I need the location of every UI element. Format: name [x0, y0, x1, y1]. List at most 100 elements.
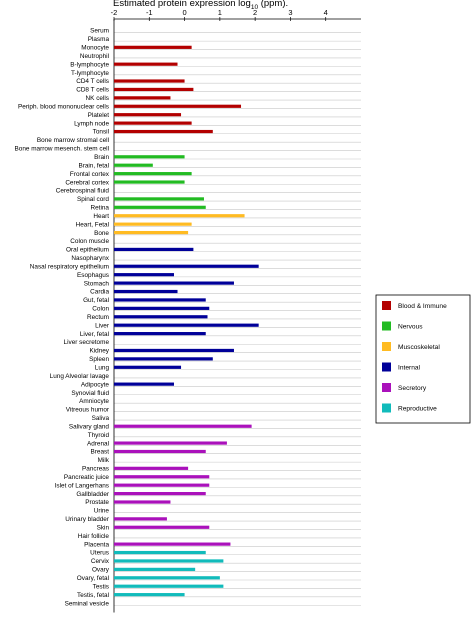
category-label: Islet of Langerhans — [55, 482, 109, 489]
bar — [114, 525, 210, 529]
bar — [114, 205, 206, 209]
chart-title-suffix: (ppm). — [258, 0, 288, 9]
category-label: Nasopharynx — [71, 255, 109, 262]
bar — [114, 62, 178, 66]
category-label: Plasma — [88, 36, 110, 43]
legend-swatch — [382, 403, 391, 413]
x-tick-label: 3 — [288, 8, 292, 17]
category-label: Kidney — [89, 348, 109, 355]
bar — [114, 593, 185, 597]
bar — [114, 180, 185, 184]
bar — [114, 382, 174, 386]
chart-title: Estimated protein expression log10 (ppm)… — [113, 0, 288, 11]
legend-label: Blood & Immune — [398, 303, 447, 310]
category-label: Neutrophil — [80, 53, 109, 60]
bar — [114, 281, 234, 285]
bar — [114, 197, 204, 201]
bar — [114, 567, 196, 571]
category-label: Seminal vesicle — [65, 600, 110, 607]
category-label: Breast — [91, 449, 110, 456]
x-tick-label: -1 — [146, 8, 153, 17]
x-tick-label: 0 — [182, 8, 186, 17]
category-label: Lung Alveolar lavage — [50, 373, 110, 380]
bar — [114, 315, 208, 319]
x-tick-label: 4 — [324, 8, 328, 17]
legend-swatch — [382, 321, 391, 331]
legend-label: Internal — [398, 365, 421, 372]
legend: Blood & Immune Nervous Muscoskeletal Intern… — [375, 294, 471, 424]
bar — [114, 113, 182, 117]
category-label: Amniocyte — [79, 398, 109, 405]
category-label: Bone marrow stromal cell — [37, 137, 109, 144]
category-label: Stomach — [84, 280, 110, 287]
bars — [114, 45, 259, 597]
legend-swatch — [382, 383, 391, 392]
bar — [114, 475, 210, 479]
chart-title-subscript: 10 — [251, 4, 259, 11]
category-label: Gut, fetal — [83, 297, 109, 304]
bar — [114, 550, 206, 555]
bar — [114, 483, 210, 487]
chart-title-main: Estimated protein expression log — [113, 0, 251, 9]
bar — [114, 273, 174, 277]
category-label: Colon — [92, 306, 109, 313]
category-label: Adipocyte — [81, 381, 110, 388]
category-label: Oral epithelium — [66, 247, 109, 254]
bar — [114, 155, 185, 159]
category-label: Spinal cord — [77, 196, 109, 203]
category-label: Nasal respiratory epithelium — [30, 263, 109, 270]
category-label: Ovary, fetal — [77, 575, 109, 582]
bar — [114, 424, 252, 428]
category-label: Brain — [94, 154, 109, 161]
bar — [114, 230, 189, 235]
x-tick-label: -2 — [111, 8, 118, 17]
category-label: Heart — [93, 213, 109, 220]
category-label: Platelet — [88, 112, 110, 119]
bar — [114, 247, 194, 252]
category-label: Urinary bladder — [65, 516, 110, 523]
bar — [114, 298, 206, 302]
category-label: CD4 T cells — [76, 78, 109, 85]
legend-label: Secretory — [398, 385, 427, 392]
category-label: Testis — [93, 583, 109, 590]
category-label: Ovary — [92, 567, 110, 574]
category-label: Cerebrospinal fluid — [56, 188, 110, 195]
bar — [114, 104, 242, 108]
bar — [114, 129, 213, 134]
category-label: T-lymphocyte — [71, 70, 109, 77]
category-label: Skin — [97, 524, 110, 531]
bar — [114, 264, 259, 268]
category-label: Lung — [95, 365, 110, 372]
bar — [114, 87, 194, 92]
category-label: Saliva — [92, 415, 110, 422]
bar — [114, 449, 206, 454]
grid — [114, 32, 361, 606]
legend-swatch — [382, 301, 391, 310]
category-label: Salivary gland — [69, 423, 110, 430]
category-label: Bone — [94, 230, 109, 237]
category-label: Serum — [90, 28, 109, 35]
category-label: Heart, Fetal — [76, 221, 109, 228]
category-label: Pancreas — [82, 466, 109, 473]
x-tick-label: 1 — [218, 8, 222, 17]
category-label: Testis, fetal — [77, 592, 109, 599]
category-label: Colon muscle — [70, 238, 109, 245]
bar — [114, 45, 192, 49]
bar — [114, 172, 192, 176]
bar — [114, 466, 189, 470]
legend-label: Nervous — [398, 324, 423, 331]
bar — [114, 222, 192, 226]
category-label: Uterus — [90, 550, 109, 557]
category-label: NK cells — [86, 95, 109, 102]
bar — [114, 584, 224, 588]
bar — [114, 121, 192, 125]
category-label: Pancreatic juice — [64, 474, 110, 481]
bar — [114, 441, 227, 445]
bar — [114, 332, 206, 336]
category-label: Bone marrow mesench. stem cell — [15, 146, 109, 153]
bar — [114, 500, 171, 504]
legend-label: Reproductive — [398, 406, 437, 413]
bar — [114, 492, 206, 496]
